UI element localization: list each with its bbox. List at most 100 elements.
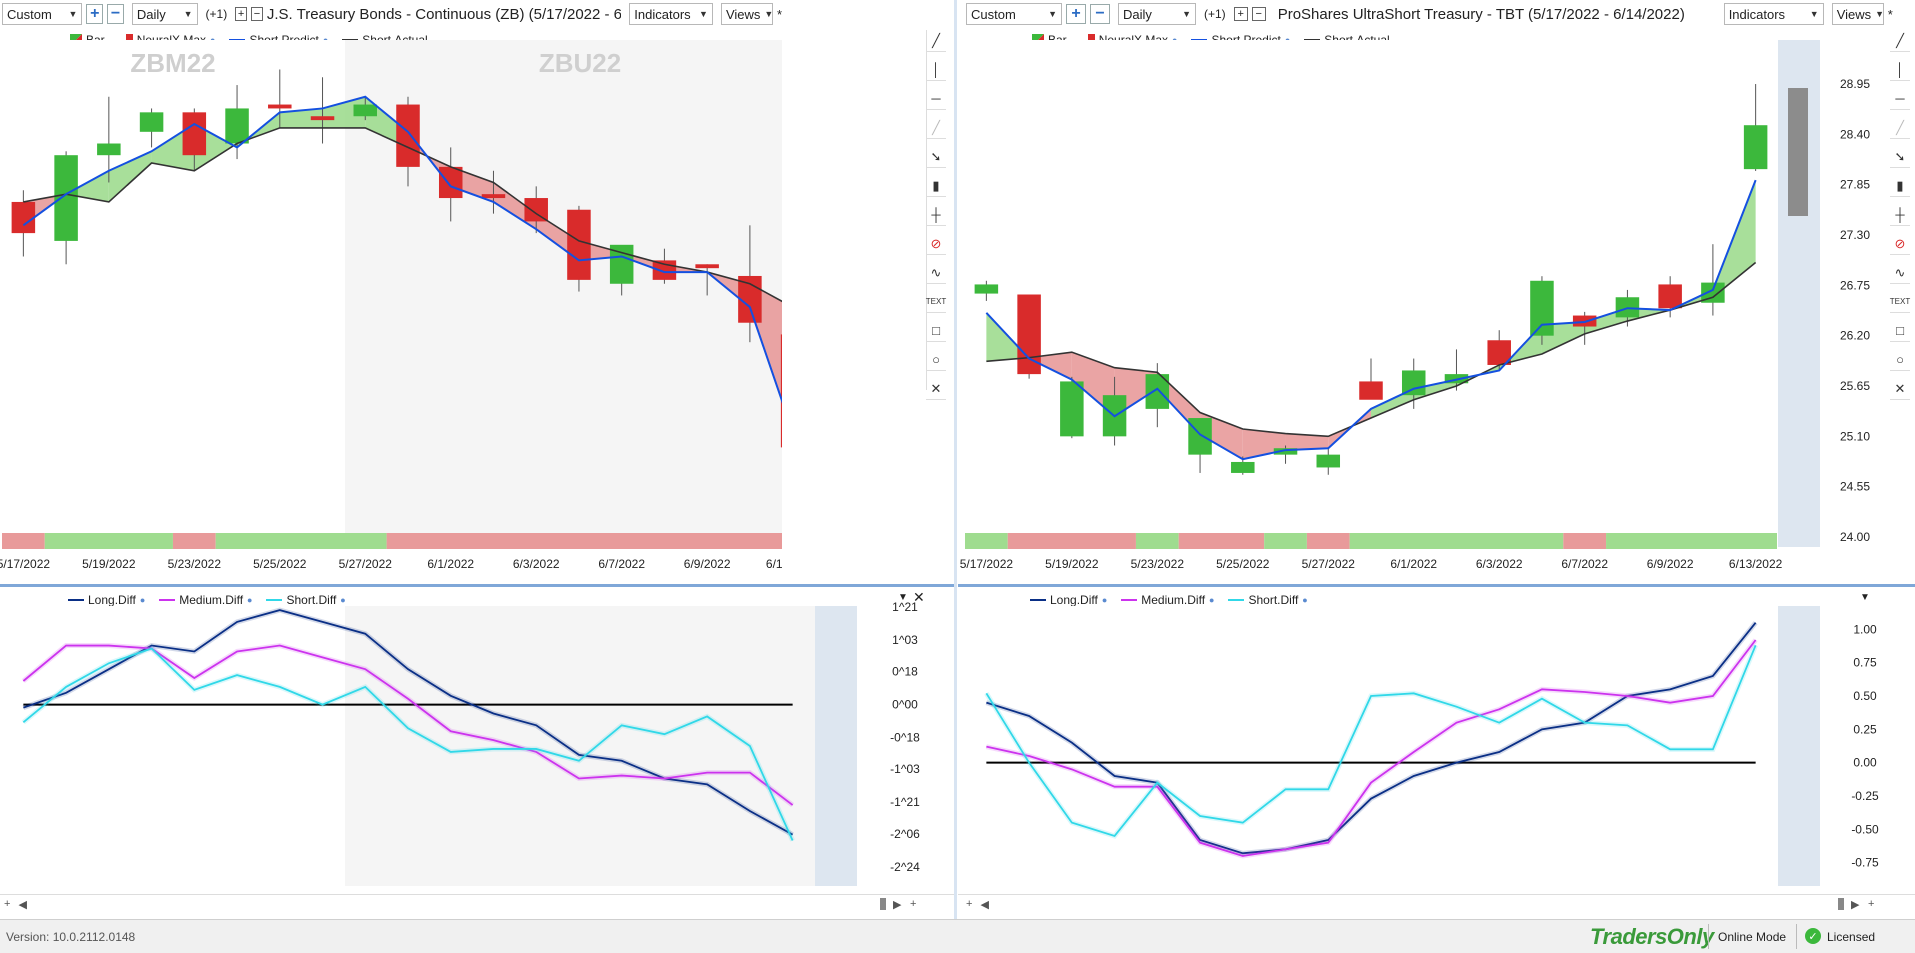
candle-body[interactable] xyxy=(1273,448,1298,455)
crosshair-icon[interactable]: ┼ xyxy=(926,204,946,226)
curve-tool-icon[interactable]: ∿ xyxy=(926,262,946,284)
rectangle-tool-icon[interactable]: □ xyxy=(1890,320,1910,342)
candle-body[interactable] xyxy=(481,194,506,199)
candle-body[interactable] xyxy=(225,108,249,144)
crosshair-icon[interactable]: ┼ xyxy=(1890,204,1910,226)
right-pane-menu-icon[interactable]: ▼ xyxy=(1860,592,1870,603)
legend-item-short-diff[interactable]: Short.Diff ● xyxy=(266,593,346,607)
horizontal-line-icon[interactable]: ─ xyxy=(1890,88,1910,110)
right-expand-button[interactable]: + xyxy=(1233,7,1248,21)
left-collapse-button[interactable]: − xyxy=(251,7,263,21)
left-mode-select[interactable]: Custom ▼ xyxy=(2,3,83,25)
rectangle-tool-icon[interactable]: □ xyxy=(926,320,946,342)
eraser-icon[interactable]: ⊘ xyxy=(1890,233,1910,255)
candle-body[interactable] xyxy=(974,284,999,294)
right-scrollbar[interactable]: + ◀ ▶ + xyxy=(958,894,1915,913)
left-pane-menu-icon[interactable]: ▼ xyxy=(898,592,908,603)
disabled-tool-icon[interactable]: ╱ xyxy=(1890,117,1910,139)
right-remove-button[interactable]: − xyxy=(1090,4,1110,24)
candle-body[interactable] xyxy=(1188,418,1212,455)
scroll-add-right-icon[interactable]: + xyxy=(910,898,917,910)
candle-body[interactable] xyxy=(695,264,719,269)
candle-body[interactable] xyxy=(438,166,463,199)
scroll-right-icon[interactable]: ▶ xyxy=(1851,898,1860,911)
line-tool-icon[interactable]: ╱ xyxy=(1890,30,1910,52)
curve-tool-icon[interactable]: ∿ xyxy=(1890,262,1910,284)
scroll-thumb[interactable] xyxy=(880,898,886,910)
left-horizontal-splitter[interactable] xyxy=(0,584,954,587)
candle-body[interactable] xyxy=(1316,454,1341,468)
left-pane-close-icon[interactable]: ✕ xyxy=(913,589,925,605)
left-indicators-button[interactable]: Indicators ▼ xyxy=(629,3,713,25)
right-indicator-chart[interactable]: 1.00 0.75 0.50 0.25 0.00 -0.25 -0.50 -0.75 xyxy=(960,588,1915,888)
left-views-button[interactable]: Views ▼ xyxy=(720,3,773,25)
scroll-left-icon[interactable]: ◀ xyxy=(980,898,989,911)
right-views-button[interactable]: Views ▼ xyxy=(1831,3,1884,25)
left-indicator-chart[interactable]: 1^21 1^03 0^18 0^00 -0^18 -1^03 -1^21 -2^06 -2^2… xyxy=(0,588,954,888)
candle-body[interactable] xyxy=(1060,381,1084,437)
right-price-chart[interactable]: 28.95 28.40 27.85 27.30 26.75 26.20 25.65 25.10… xyxy=(960,40,1890,580)
pointer-tool-icon[interactable]: ➘ xyxy=(1890,146,1910,168)
scroll-add-right-icon[interactable]: + xyxy=(1868,898,1875,910)
candle-body[interactable] xyxy=(97,143,121,156)
candle-body[interactable] xyxy=(1530,280,1554,336)
disabled-tool-icon[interactable]: ╱ xyxy=(926,117,946,139)
left-interval-select[interactable]: Daily ▼ xyxy=(131,3,198,25)
candle-body[interactable] xyxy=(1701,282,1725,303)
right-mode-select[interactable]: Custom ▼ xyxy=(966,3,1062,25)
text-tool-icon[interactable]: TEXT xyxy=(926,291,946,313)
scroll-left-icon[interactable]: ◀ xyxy=(18,898,27,911)
left-remove-button[interactable]: − xyxy=(107,4,124,24)
vertical-splitter[interactable] xyxy=(954,0,957,919)
left-expand-button[interactable]: + xyxy=(235,7,248,21)
scroll-add-icon[interactable]: + xyxy=(4,898,11,910)
ellipse-tool-icon[interactable]: ○ xyxy=(1890,349,1910,371)
candle-body[interactable] xyxy=(139,112,164,132)
legend-item-medium-diff[interactable]: Medium.Diff ● xyxy=(1121,593,1214,607)
candle-body[interactable] xyxy=(1743,125,1768,170)
left-price-chart[interactable]: ZBM22ZBU22142^00140^16139^00137^16136^00… xyxy=(0,40,782,580)
ellipse-tool-icon[interactable]: ○ xyxy=(926,349,946,371)
delete-tool-icon[interactable]: ✕ xyxy=(1890,378,1910,400)
candle-body[interactable] xyxy=(353,104,378,117)
candle-body[interactable] xyxy=(567,209,591,280)
legend-item-short-diff[interactable]: Short.Diff ● xyxy=(1228,593,1308,607)
delete-tool-icon[interactable]: ✕ xyxy=(926,378,946,400)
right-horizontal-splitter[interactable] xyxy=(958,584,1915,587)
candle-body[interactable] xyxy=(182,112,207,156)
candle-body[interactable] xyxy=(1145,374,1170,409)
candle-body[interactable] xyxy=(268,104,292,109)
right-add-button[interactable]: + xyxy=(1066,4,1086,24)
candle-body[interactable] xyxy=(396,104,420,167)
candle-body[interactable] xyxy=(1658,284,1682,309)
candle-body[interactable] xyxy=(1401,370,1426,396)
candle-body[interactable] xyxy=(524,198,548,222)
candle-body[interactable] xyxy=(1487,340,1511,365)
legend-item-long-diff[interactable]: Long.Diff ● xyxy=(1030,593,1107,607)
text-tool-icon[interactable]: TEXT xyxy=(1890,291,1910,313)
right-interval-select[interactable]: Daily ▼ xyxy=(1118,3,1196,25)
candle-body[interactable] xyxy=(1017,294,1041,375)
legend-item-long-diff[interactable]: Long.Diff ● xyxy=(68,593,145,607)
candle-body[interactable] xyxy=(1231,461,1255,473)
left-scrollbar[interactable]: + ◀ ▶ + xyxy=(0,894,954,913)
right-collapse-button[interactable]: − xyxy=(1251,7,1266,21)
pointer-tool-icon[interactable]: ➘ xyxy=(926,146,946,168)
pin-tool-icon[interactable]: ▮ xyxy=(926,175,946,197)
candle-body[interactable] xyxy=(310,116,335,121)
candle-body[interactable] xyxy=(11,201,36,234)
scroll-thumb[interactable] xyxy=(1838,898,1844,910)
scroll-add-icon[interactable]: + xyxy=(966,898,973,910)
pin-tool-icon[interactable]: ▮ xyxy=(1890,175,1910,197)
legend-item-medium-diff[interactable]: Medium.Diff ● xyxy=(159,593,252,607)
vertical-line-icon[interactable]: │ xyxy=(926,59,946,81)
candle-body[interactable] xyxy=(1359,381,1383,400)
price-scroll-marker[interactable] xyxy=(1788,88,1808,216)
eraser-icon[interactable]: ⊘ xyxy=(926,233,946,255)
vertical-line-icon[interactable]: │ xyxy=(1890,59,1910,81)
scroll-right-icon[interactable]: ▶ xyxy=(893,898,902,911)
candle-body[interactable] xyxy=(54,155,78,241)
line-tool-icon[interactable]: ╱ xyxy=(926,30,946,52)
candle-body[interactable] xyxy=(780,334,782,448)
horizontal-line-icon[interactable]: ─ xyxy=(926,88,946,110)
